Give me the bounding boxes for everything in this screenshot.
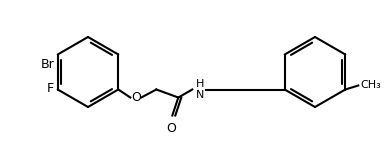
Text: F: F [47, 82, 54, 95]
Text: Br: Br [41, 57, 55, 71]
Text: O: O [167, 121, 176, 135]
Text: O: O [131, 91, 141, 104]
Text: H
N: H N [196, 79, 204, 100]
Text: CH₃: CH₃ [361, 81, 381, 90]
